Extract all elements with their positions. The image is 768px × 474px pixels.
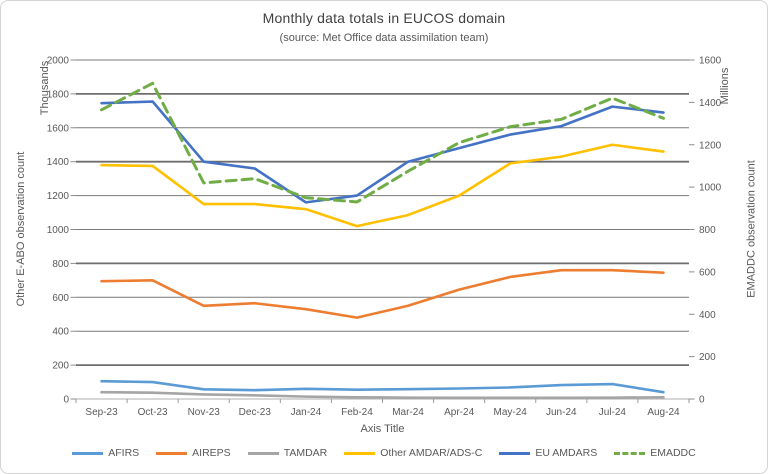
series-line-aireps [100,268,665,319]
left-tick-label: 800 [52,259,69,270]
legend-item-eu-amdars: EU AMDARS [499,447,597,459]
x-axis [75,398,690,403]
right-tick-label: 1200 [699,140,722,151]
legend-item-tamdar: TAMDAR [247,447,328,459]
x-tick-label: Mar-24 [392,407,424,418]
legend-line-sample [499,451,531,455]
legend-item-emaddc: EMADDC [614,447,696,459]
legend-label: Other AMDAR/ADS-C [380,447,483,459]
series-line-other-amdar-ads-c [100,143,665,228]
series-line-eu-amdars [100,100,665,204]
series-line-afirs [100,379,665,394]
x-tick-label: Jan-24 [291,407,322,418]
left-tick-label: 1800 [47,89,70,100]
legend-label: AFIRS [108,447,140,459]
right-tick-label: 200 [699,352,716,363]
right-axis: 0 200 400 600 800 1000 1200 1400 1600 [689,56,722,406]
chart-title: Monthly data totals in EUCOS domain [262,10,506,26]
x-tick-label: Dec-23 [239,407,272,418]
x-tick-labels: Sep-23 Oct-23 Nov-23 Dec-23 Jan-24 Feb-24 Mar-… [85,407,680,418]
x-tick-label: Jun-24 [546,407,577,418]
x-tick-label: Feb-24 [341,407,373,418]
left-tick-label: 1000 [47,225,70,236]
right-tick-label: 1400 [699,98,722,109]
legend-line-sample [247,451,279,455]
legend-item-aireps: AIREPS [156,447,231,459]
right-tick-label: 1000 [699,183,722,194]
right-tick-label: 1600 [699,56,722,67]
legend-item-afirs: AFIRS [72,447,139,459]
left-tick-label: 0 [63,395,69,406]
left-tick-label: 600 [52,293,69,304]
x-tick-label: Aug-24 [647,407,680,418]
right-tick-label: 600 [699,267,716,278]
legend-label: EMADDC [650,447,696,459]
x-tick-label: Jul-24 [599,407,627,418]
x-tick-label: Sep-23 [85,407,118,418]
legend-label: EU AMDARS [535,447,598,459]
legend-line-sample [72,451,104,455]
x-tick-label: Oct-23 [138,407,168,418]
series-line-emaddc [100,81,665,204]
left-tick-label: 1400 [47,157,70,168]
left-tick-label: 400 [52,327,69,338]
left-tick-label: 200 [52,361,69,372]
series-lines [100,81,665,400]
legend-line-sample [614,451,646,455]
left-tick-label: 1200 [47,191,70,202]
x-tick-label: Nov-23 [188,407,221,418]
right-tick-label: 800 [699,225,716,236]
x-tick-label: May-24 [494,407,528,418]
series-line-tamdar [100,390,665,400]
legend-label: TAMDAR [283,447,328,459]
x-axis-title: Axis Title [360,423,405,435]
legend: AFIRS AIREPS TAMDAR Other AMDAR/ADS-C EU AMD… [1,447,767,459]
left-axis: 0 200 400 600 800 1000 1200 1400 1600 1800 2000 [47,56,76,406]
right-tick-label: 0 [699,395,705,406]
right-tick-label: 400 [699,310,716,321]
gridlines [76,59,689,367]
legend-item-other-amdar-ads-c: Other AMDAR/ADS-C [344,447,482,459]
left-tick-label: 1600 [47,123,70,134]
legend-line-sample [344,451,376,455]
chart-subtitle: (source: Met Office data assimilation te… [279,32,489,44]
legend-line-sample [156,451,188,455]
left-tick-label: 2000 [47,56,70,67]
legend-label: AIREPS [192,447,231,459]
x-tick-label: Apr-24 [444,407,474,418]
